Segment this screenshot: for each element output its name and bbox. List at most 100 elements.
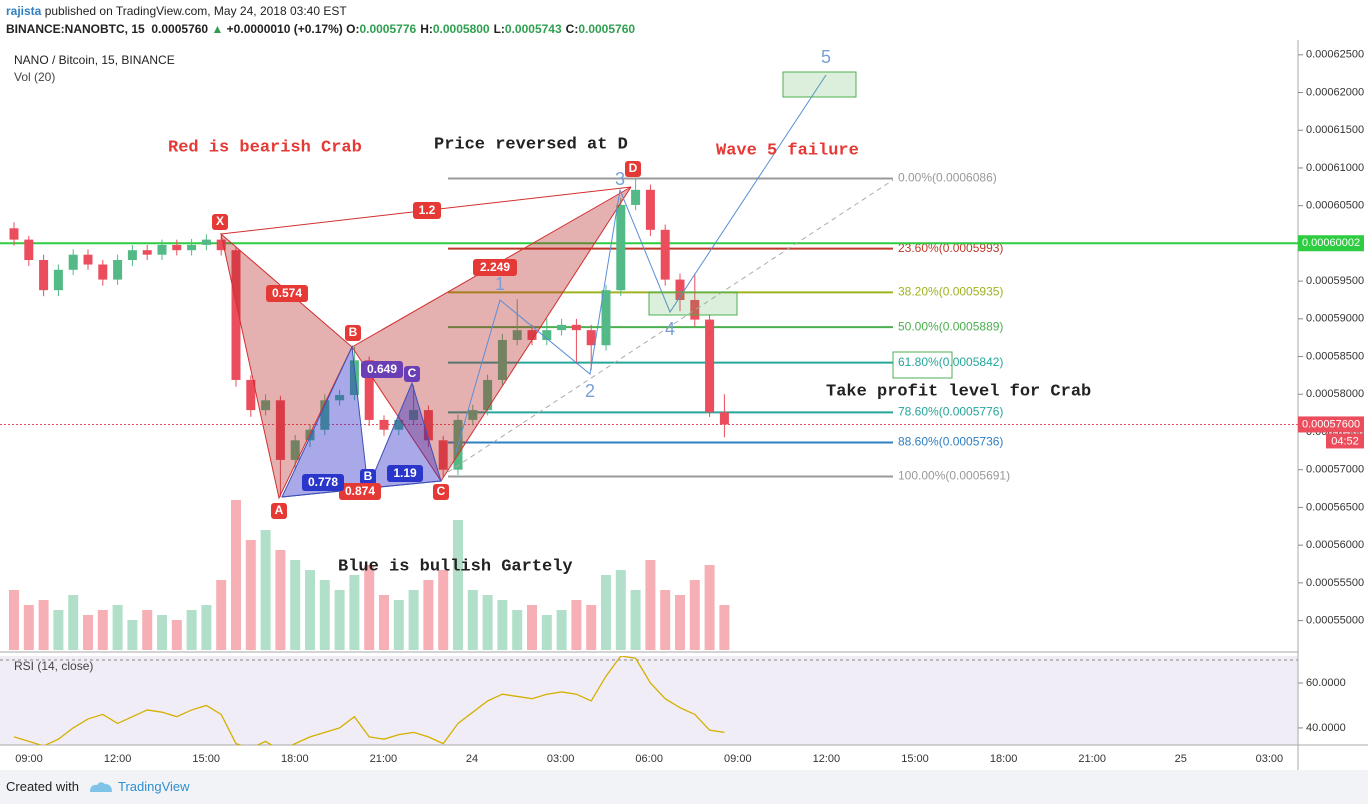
rsi-line <box>13 656 725 745</box>
volume-bar <box>467 590 478 650</box>
candle-body <box>98 264 108 280</box>
price-tag <box>1298 416 1364 433</box>
trend-line <box>447 179 894 473</box>
point-badge <box>625 161 641 177</box>
volume-title: Vol (20) <box>14 70 55 84</box>
annotation: Blue is bullish Gartely <box>338 557 573 576</box>
ratio-badge <box>266 285 308 302</box>
wave-label: 1 <box>495 274 505 294</box>
candle-body <box>53 269 63 291</box>
volume-bar <box>689 580 700 650</box>
candle-body <box>512 330 522 340</box>
volume-bar <box>630 590 641 650</box>
annotation: Take profit level for Crab <box>826 382 1091 401</box>
point-badge <box>212 214 228 230</box>
ratio: 0.874 <box>345 484 375 498</box>
candle-body <box>468 410 478 420</box>
volume-bar <box>719 605 730 650</box>
candle-body <box>719 412 729 425</box>
ratio: 1.19 <box>393 466 417 480</box>
price-tag-label: 0.00057600 <box>1302 418 1360 430</box>
brand: TradingView <box>118 779 190 794</box>
symbol: BINANCE:NANOBTC, 15 <box>6 22 145 36</box>
volume-bar <box>38 600 49 650</box>
candle-body <box>379 419 389 430</box>
volume-bar <box>423 580 434 650</box>
ratio: 0.574 <box>272 286 302 300</box>
volume-bar <box>349 575 360 650</box>
volume-bar <box>305 570 315 650</box>
point-badge <box>271 503 287 519</box>
volume-bar <box>453 520 463 650</box>
candle-body <box>675 279 685 300</box>
up-arrow: ▲ <box>211 22 224 36</box>
candle-body <box>275 400 285 460</box>
x-tick-label: 21:00 <box>1078 753 1106 765</box>
volume-bar <box>408 590 419 650</box>
y-tick-label: 0.00061000 <box>1306 162 1364 174</box>
last-price: 0.0005760 <box>151 22 209 36</box>
candle-body <box>68 254 78 270</box>
volume-bar <box>216 580 227 650</box>
volume-bar <box>571 600 582 650</box>
y-tick-label: 0.00056000 <box>1306 539 1364 551</box>
fib-label: 23.60%(0.0005993) <box>898 241 1003 255</box>
point-label: X <box>216 214 224 228</box>
point-label: D <box>629 161 638 175</box>
candle-body <box>24 239 34 260</box>
y-tick-label: 0.00055500 <box>1306 577 1364 589</box>
elliott-waves <box>455 74 827 453</box>
x-tick-label: 03:00 <box>1256 753 1284 765</box>
candle-body <box>231 250 241 380</box>
volume-bar <box>186 610 197 650</box>
created-with: Created with <box>6 779 79 794</box>
x-tick-label: 15:00 <box>901 753 929 765</box>
volume-bar <box>482 595 493 650</box>
volume-bar <box>290 560 301 650</box>
publish-line: rajista published on TradingView.com, Ma… <box>6 4 347 18</box>
wave-label: 5 <box>821 47 831 67</box>
countdown: 04:52 <box>1331 435 1359 447</box>
candle-body <box>9 228 19 240</box>
wave4-box <box>648 291 738 316</box>
volume-bar <box>112 605 123 650</box>
volume-bar <box>245 540 256 650</box>
candle-body <box>127 250 137 260</box>
candle-body <box>349 360 359 396</box>
rsi-tick-label: 40.0000 <box>1306 722 1346 734</box>
rsi-title: RSI (14, close) <box>14 659 93 673</box>
volume-bar <box>497 600 508 650</box>
volume-bar <box>68 595 79 650</box>
fib-label: 0.00%(0.0006086) <box>898 171 997 185</box>
candle-body <box>261 400 271 411</box>
candle-body <box>157 244 167 255</box>
price-tag-label: 0.00060002 <box>1302 237 1360 249</box>
volume-bar <box>171 620 182 650</box>
fib-label: 50.00%(0.0005889) <box>898 319 1003 333</box>
fib-label: 38.20%(0.0005935) <box>898 285 1003 299</box>
y-tick-label: 0.00059000 <box>1306 313 1364 325</box>
ohlc-value: 0.0005760 <box>578 22 636 36</box>
point-label: B <box>364 469 373 483</box>
ohlc-value: 0.0005776 <box>359 22 417 36</box>
y-tick-label: 0.00058000 <box>1306 388 1364 400</box>
ohlc-key: H: <box>420 22 433 36</box>
y-tick-label: 0.00055000 <box>1306 614 1364 626</box>
ratio: 2.249 <box>480 260 510 274</box>
x-tick-label: 25 <box>1175 753 1187 765</box>
candle-body <box>320 400 330 430</box>
fib-label: 88.60%(0.0005736) <box>898 435 1003 449</box>
wave-label: 4 <box>665 319 675 339</box>
candle-body <box>616 204 626 291</box>
candle-body <box>394 419 404 430</box>
chart-title: NANO / Bitcoin, 15, BINANCE <box>14 53 175 67</box>
candle-body <box>527 330 537 340</box>
candle-body <box>571 324 581 331</box>
volume-bar <box>142 610 153 650</box>
wave-label: 2 <box>585 381 595 401</box>
volume-bar <box>512 610 523 650</box>
price-tag <box>1298 235 1364 252</box>
candle-body <box>142 250 152 255</box>
candle-body <box>83 254 93 265</box>
